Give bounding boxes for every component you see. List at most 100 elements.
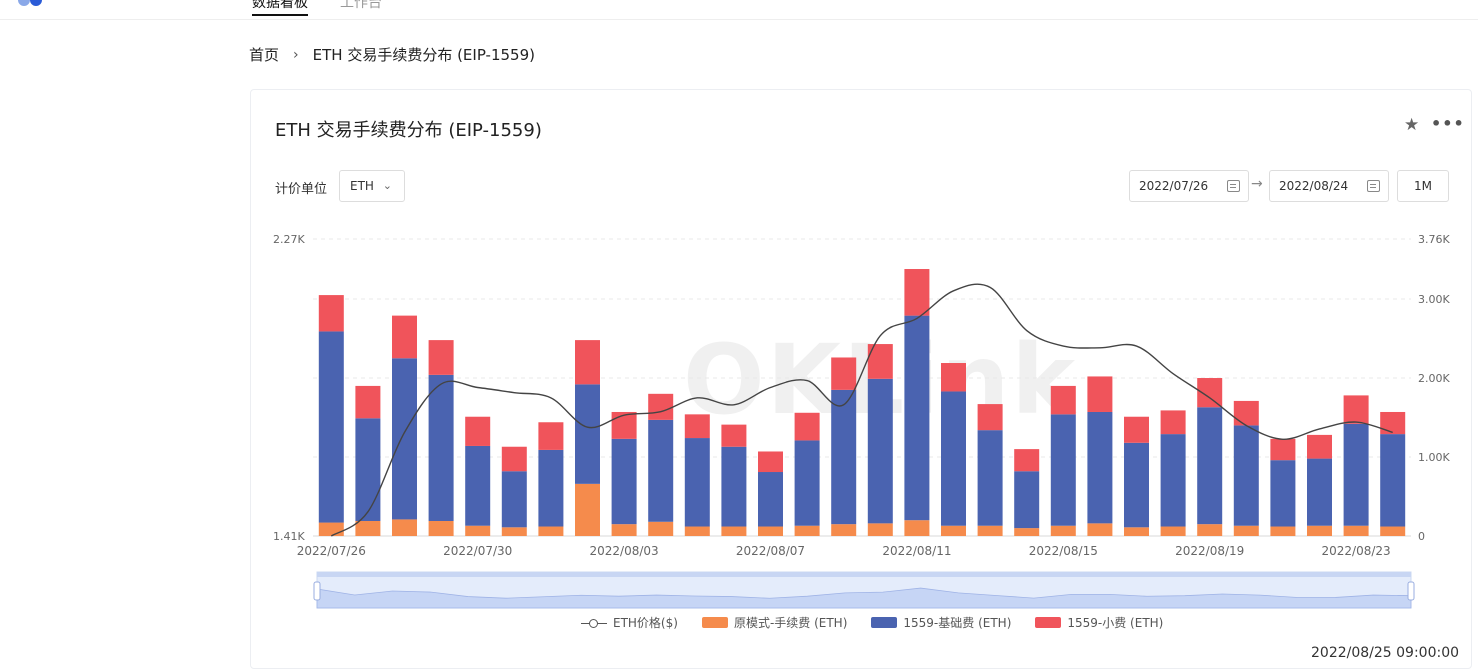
bar-legacy-fee xyxy=(1050,525,1076,536)
unit-label: 计价单位 xyxy=(275,182,328,197)
y-right-tick-label: 0 xyxy=(1418,530,1425,543)
x-tick-label: 2022/08/03 xyxy=(590,544,659,558)
bar-base-fee xyxy=(1307,458,1332,526)
breadcrumb-home-link[interactable]: 首页 xyxy=(249,46,280,64)
end-date-value: 2022/08/24 xyxy=(1279,179,1349,193)
bar-tip-fee xyxy=(575,340,600,385)
bar-base-fee xyxy=(1014,471,1040,529)
bar-tip-fee xyxy=(392,315,417,359)
bar-base-fee xyxy=(831,389,857,525)
bar-base-fee xyxy=(1343,423,1369,526)
bar-legacy-fee xyxy=(428,520,454,536)
bar-base-fee xyxy=(318,331,344,523)
bar-base-fee xyxy=(1124,442,1149,528)
bar-tip-fee xyxy=(1014,449,1040,472)
bar-tip-fee xyxy=(1380,411,1406,435)
bar-base-fee xyxy=(1197,407,1223,525)
bar-legacy-fee xyxy=(392,519,417,536)
bar-legacy-fee xyxy=(1307,525,1332,536)
legend-item-tip-fee[interactable]: 1559-小费 (ETH) xyxy=(1035,614,1163,631)
nav-tab-workbench[interactable]: 工作台 xyxy=(340,0,382,11)
bar-legacy-fee xyxy=(684,526,710,536)
y-right-tick-label: 3.00K xyxy=(1418,293,1450,306)
bar-base-fee xyxy=(758,472,783,527)
legend-label: 1559-基础费 (ETH) xyxy=(903,616,1012,630)
bar-tip-fee xyxy=(355,385,381,419)
bar-tip-fee xyxy=(501,446,527,472)
bar-legacy-fee xyxy=(611,524,637,536)
bar-base-fee xyxy=(611,438,637,525)
bar-tip-fee xyxy=(904,269,930,316)
end-date-input[interactable]: 2022/08/24 xyxy=(1269,170,1389,202)
eth-price-line xyxy=(330,283,1393,537)
fee-chart: 0 1.00K 2.00K 3.00K 3.76K 1.41K 2.27K 2022/07/2… xyxy=(273,233,1450,609)
bar-base-fee xyxy=(1380,434,1406,527)
okx-logo[interactable] xyxy=(18,0,48,6)
bar-base-fee xyxy=(575,384,600,484)
legend-item-eth-price[interactable]: ETH价格($) xyxy=(581,614,678,631)
calendar-icon xyxy=(1367,180,1380,192)
bar-legacy-fee xyxy=(721,526,747,536)
bar-legacy-fee xyxy=(1160,526,1186,536)
calendar-icon xyxy=(1227,180,1240,192)
bar-tip-fee xyxy=(318,295,344,332)
bar-base-fee xyxy=(867,378,893,524)
bar-tip-fee xyxy=(831,357,857,390)
bar-legacy-fee xyxy=(1124,527,1149,536)
bar-tip-fee xyxy=(428,340,454,375)
bar-tip-fee xyxy=(941,363,966,392)
legend-item-base-fee[interactable]: 1559-基础费 (ETH) xyxy=(871,614,1011,631)
x-tick-label: 2022/08/07 xyxy=(736,544,805,558)
zoom-slider-right-handle[interactable] xyxy=(1407,581,1415,601)
bar-base-fee xyxy=(1233,425,1259,526)
arrow-right-icon: → xyxy=(1251,176,1263,192)
bar-base-fee xyxy=(794,440,820,526)
bar-tip-fee xyxy=(758,451,783,473)
bar-tip-fee xyxy=(465,416,491,446)
bar-legacy-fee xyxy=(831,524,857,536)
nav-tab-dashboard[interactable]: 数据看板 xyxy=(252,0,308,16)
bar-base-fee xyxy=(501,471,527,528)
bar-legacy-fee xyxy=(867,523,893,536)
zoom-slider-left-handle[interactable] xyxy=(313,581,321,601)
bar-tip-fee xyxy=(1050,385,1076,415)
bar-base-fee xyxy=(355,418,381,521)
bar-base-fee xyxy=(977,430,1003,526)
range-1m-button[interactable]: 1M xyxy=(1397,170,1449,202)
bar-legacy-fee xyxy=(794,525,820,536)
x-tick-label: 2022/08/19 xyxy=(1175,544,1244,558)
x-tick-label: 2022/07/26 xyxy=(297,544,366,558)
bar-base-fee xyxy=(465,445,491,526)
bar-legacy-fee xyxy=(318,522,344,536)
start-date-value: 2022/07/26 xyxy=(1139,179,1209,193)
bar-legacy-fee xyxy=(941,525,966,536)
bar-base-fee xyxy=(1160,434,1186,527)
bar-base-fee xyxy=(721,446,747,527)
star-icon[interactable]: ★ xyxy=(1404,115,1420,135)
zoom-slider-preview xyxy=(316,587,1412,609)
x-tick-label: 2022/08/11 xyxy=(882,544,951,558)
unit-select-value: ETH xyxy=(350,179,374,193)
x-tick-label: 2022/07/30 xyxy=(443,544,512,558)
bar-legacy-fee xyxy=(538,526,564,536)
bar-legacy-fee xyxy=(1270,526,1296,536)
bar-tip-fee xyxy=(1087,376,1113,412)
legend-swatch xyxy=(1035,617,1062,628)
breadcrumb: 首页 › ETH 交易手续费分布 (EIP-1559) xyxy=(249,44,535,65)
bar-base-fee xyxy=(428,374,454,521)
chevron-right-icon: › xyxy=(293,46,299,63)
unit-select[interactable]: ETH ⌄ xyxy=(339,170,405,202)
bar-tip-fee xyxy=(611,411,637,439)
bar-tip-fee xyxy=(867,344,893,379)
breadcrumb-current: ETH 交易手续费分布 (EIP-1559) xyxy=(312,46,535,64)
bar-tip-fee xyxy=(538,422,564,450)
legend-item-legacy-fee[interactable]: 原模式-手续费 (ETH) xyxy=(701,614,847,631)
bar-legacy-fee xyxy=(1343,525,1369,536)
bar-tip-fee xyxy=(977,404,1003,431)
chevron-down-icon: ⌄ xyxy=(382,179,392,192)
bar-base-fee xyxy=(648,419,674,522)
start-date-input[interactable]: 2022/07/26 xyxy=(1129,170,1249,202)
bar-tip-fee xyxy=(684,414,710,439)
bar-legacy-fee xyxy=(465,525,491,536)
bar-tip-fee xyxy=(1124,416,1149,443)
